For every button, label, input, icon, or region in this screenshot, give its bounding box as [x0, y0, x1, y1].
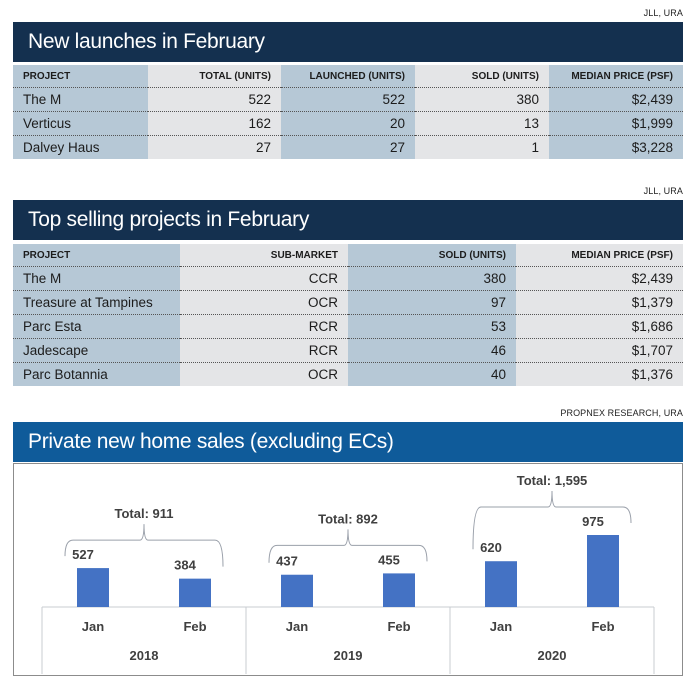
x-tick-label: Feb — [591, 619, 614, 634]
cell-sold: 1 — [415, 135, 549, 159]
x-tick-label: Feb — [387, 619, 410, 634]
top-selling-table: PROJECT SUB-MARKET SOLD (UNITS) MEDIAN P… — [13, 244, 683, 386]
table2-title: Top selling projects in February — [13, 200, 683, 240]
bar-2020-jan — [485, 561, 517, 607]
cell-launched: 20 — [281, 111, 415, 136]
cell-median-price: $3,228 — [549, 135, 683, 159]
cell-launched: 522 — [281, 87, 415, 112]
cell-sub-market: OCR — [180, 290, 348, 315]
cell-project: Treasure at Tampines — [13, 290, 180, 315]
col-header-project: PROJECT — [13, 65, 148, 88]
cell-sub-market: RCR — [180, 314, 348, 339]
data-label: 437 — [276, 554, 298, 569]
cell-median-price: $1,376 — [516, 362, 683, 386]
table-row: Jadescape RCR 46 $1,707 — [13, 338, 683, 363]
chart-title: Private new home sales (excluding ECs) — [13, 422, 683, 462]
cell-sold: 380 — [348, 266, 516, 291]
bar-2018-feb — [179, 578, 211, 607]
bar-2018-jan — [77, 568, 109, 607]
cell-project: The M — [13, 266, 180, 291]
table-row: Verticus 162 20 13 $1,999 — [13, 111, 683, 136]
bar-2020-feb — [587, 535, 619, 607]
cell-total: 27 — [148, 135, 281, 159]
table-row: Parc Botannia OCR 40 $1,376 — [13, 362, 683, 386]
cell-sold: 53 — [348, 314, 516, 339]
col-header-sold: SOLD (UNITS) — [415, 65, 549, 88]
cell-project: Dalvey Haus — [13, 135, 148, 159]
cell-sold: 13 — [415, 111, 549, 136]
cell-total: 522 — [148, 87, 281, 112]
col-header-total: TOTAL (UNITS) — [148, 65, 281, 88]
x-tick-label: Feb — [183, 619, 206, 634]
cell-sub-market: CCR — [180, 266, 348, 291]
data-label: 975 — [582, 514, 604, 529]
total-label: Total: 892 — [318, 511, 378, 526]
cell-median-price: $1,686 — [516, 314, 683, 339]
x-tick-label: Jan — [82, 619, 104, 634]
bar-2019-jan — [281, 574, 313, 607]
table1-source: JLL, URA — [643, 8, 683, 18]
sales-bar-chart: 527 Jan 384 Feb 2018 Total: 911 437 Jan 455 Feb 20… — [41, 473, 655, 674]
col-header-sub-market: SUB-MARKET — [180, 244, 348, 267]
data-label: 384 — [174, 558, 196, 573]
col-header-sold: SOLD (UNITS) — [348, 244, 516, 267]
table-row: Dalvey Haus 27 27 1 $3,228 — [13, 135, 683, 159]
year-label: 2018 — [130, 648, 159, 663]
total-bracket — [268, 529, 428, 563]
col-header-median-price: MEDIAN PRICE (PSF) — [516, 244, 683, 267]
col-header-project: PROJECT — [13, 244, 180, 267]
table2-source: JLL, URA — [643, 186, 683, 196]
total-bracket — [64, 524, 224, 567]
table-header-row: PROJECT TOTAL (UNITS) LAUNCHED (UNITS) S… — [13, 65, 683, 88]
cell-project: Jadescape — [13, 338, 180, 363]
col-header-median-price: MEDIAN PRICE (PSF) — [549, 65, 683, 88]
cell-median-price: $2,439 — [549, 87, 683, 112]
cell-sub-market: OCR — [180, 362, 348, 386]
cell-sold: 46 — [348, 338, 516, 363]
table-row: Treasure at Tampines OCR 97 $1,379 — [13, 290, 683, 315]
cell-project: Parc Botannia — [13, 362, 180, 386]
year-label: 2020 — [538, 648, 567, 663]
chart-source: PROPNEX RESEARCH, URA — [560, 408, 683, 418]
bar-2019-feb — [383, 573, 415, 607]
cell-project: Verticus — [13, 111, 148, 136]
col-header-launched: LAUNCHED (UNITS) — [281, 65, 415, 88]
total-bracket — [472, 490, 632, 550]
new-launches-table: PROJECT TOTAL (UNITS) LAUNCHED (UNITS) S… — [13, 65, 683, 159]
cell-median-price: $2,439 — [516, 266, 683, 291]
total-label: Total: 911 — [114, 506, 173, 521]
cell-project: Parc Esta — [13, 314, 180, 339]
chart-frame: 527 Jan 384 Feb 2018 Total: 911 437 Jan 455 Feb 20… — [13, 463, 683, 676]
x-tick-label: Jan — [490, 619, 512, 634]
year-label: 2019 — [334, 648, 363, 663]
table1-title: New launches in February — [13, 22, 683, 62]
cell-project: The M — [13, 87, 148, 112]
table-row: Parc Esta RCR 53 $1,686 — [13, 314, 683, 339]
cell-total: 162 — [148, 111, 281, 136]
cell-median-price: $1,707 — [516, 338, 683, 363]
cell-sub-market: RCR — [180, 338, 348, 363]
cell-sold: 97 — [348, 290, 516, 315]
cell-sold: 380 — [415, 87, 549, 112]
data-label: 620 — [480, 540, 502, 555]
total-label: Total: 1,595 — [517, 473, 588, 488]
table-header-row: PROJECT SUB-MARKET SOLD (UNITS) MEDIAN P… — [13, 244, 683, 267]
cell-median-price: $1,999 — [549, 111, 683, 136]
x-tick-label: Jan — [286, 619, 308, 634]
data-label: 455 — [378, 552, 400, 567]
table-row: The M 522 522 380 $2,439 — [13, 87, 683, 112]
cell-launched: 27 — [281, 135, 415, 159]
cell-sold: 40 — [348, 362, 516, 386]
cell-median-price: $1,379 — [516, 290, 683, 315]
table-row: The M CCR 380 $2,439 — [13, 266, 683, 291]
data-label: 527 — [72, 547, 94, 562]
